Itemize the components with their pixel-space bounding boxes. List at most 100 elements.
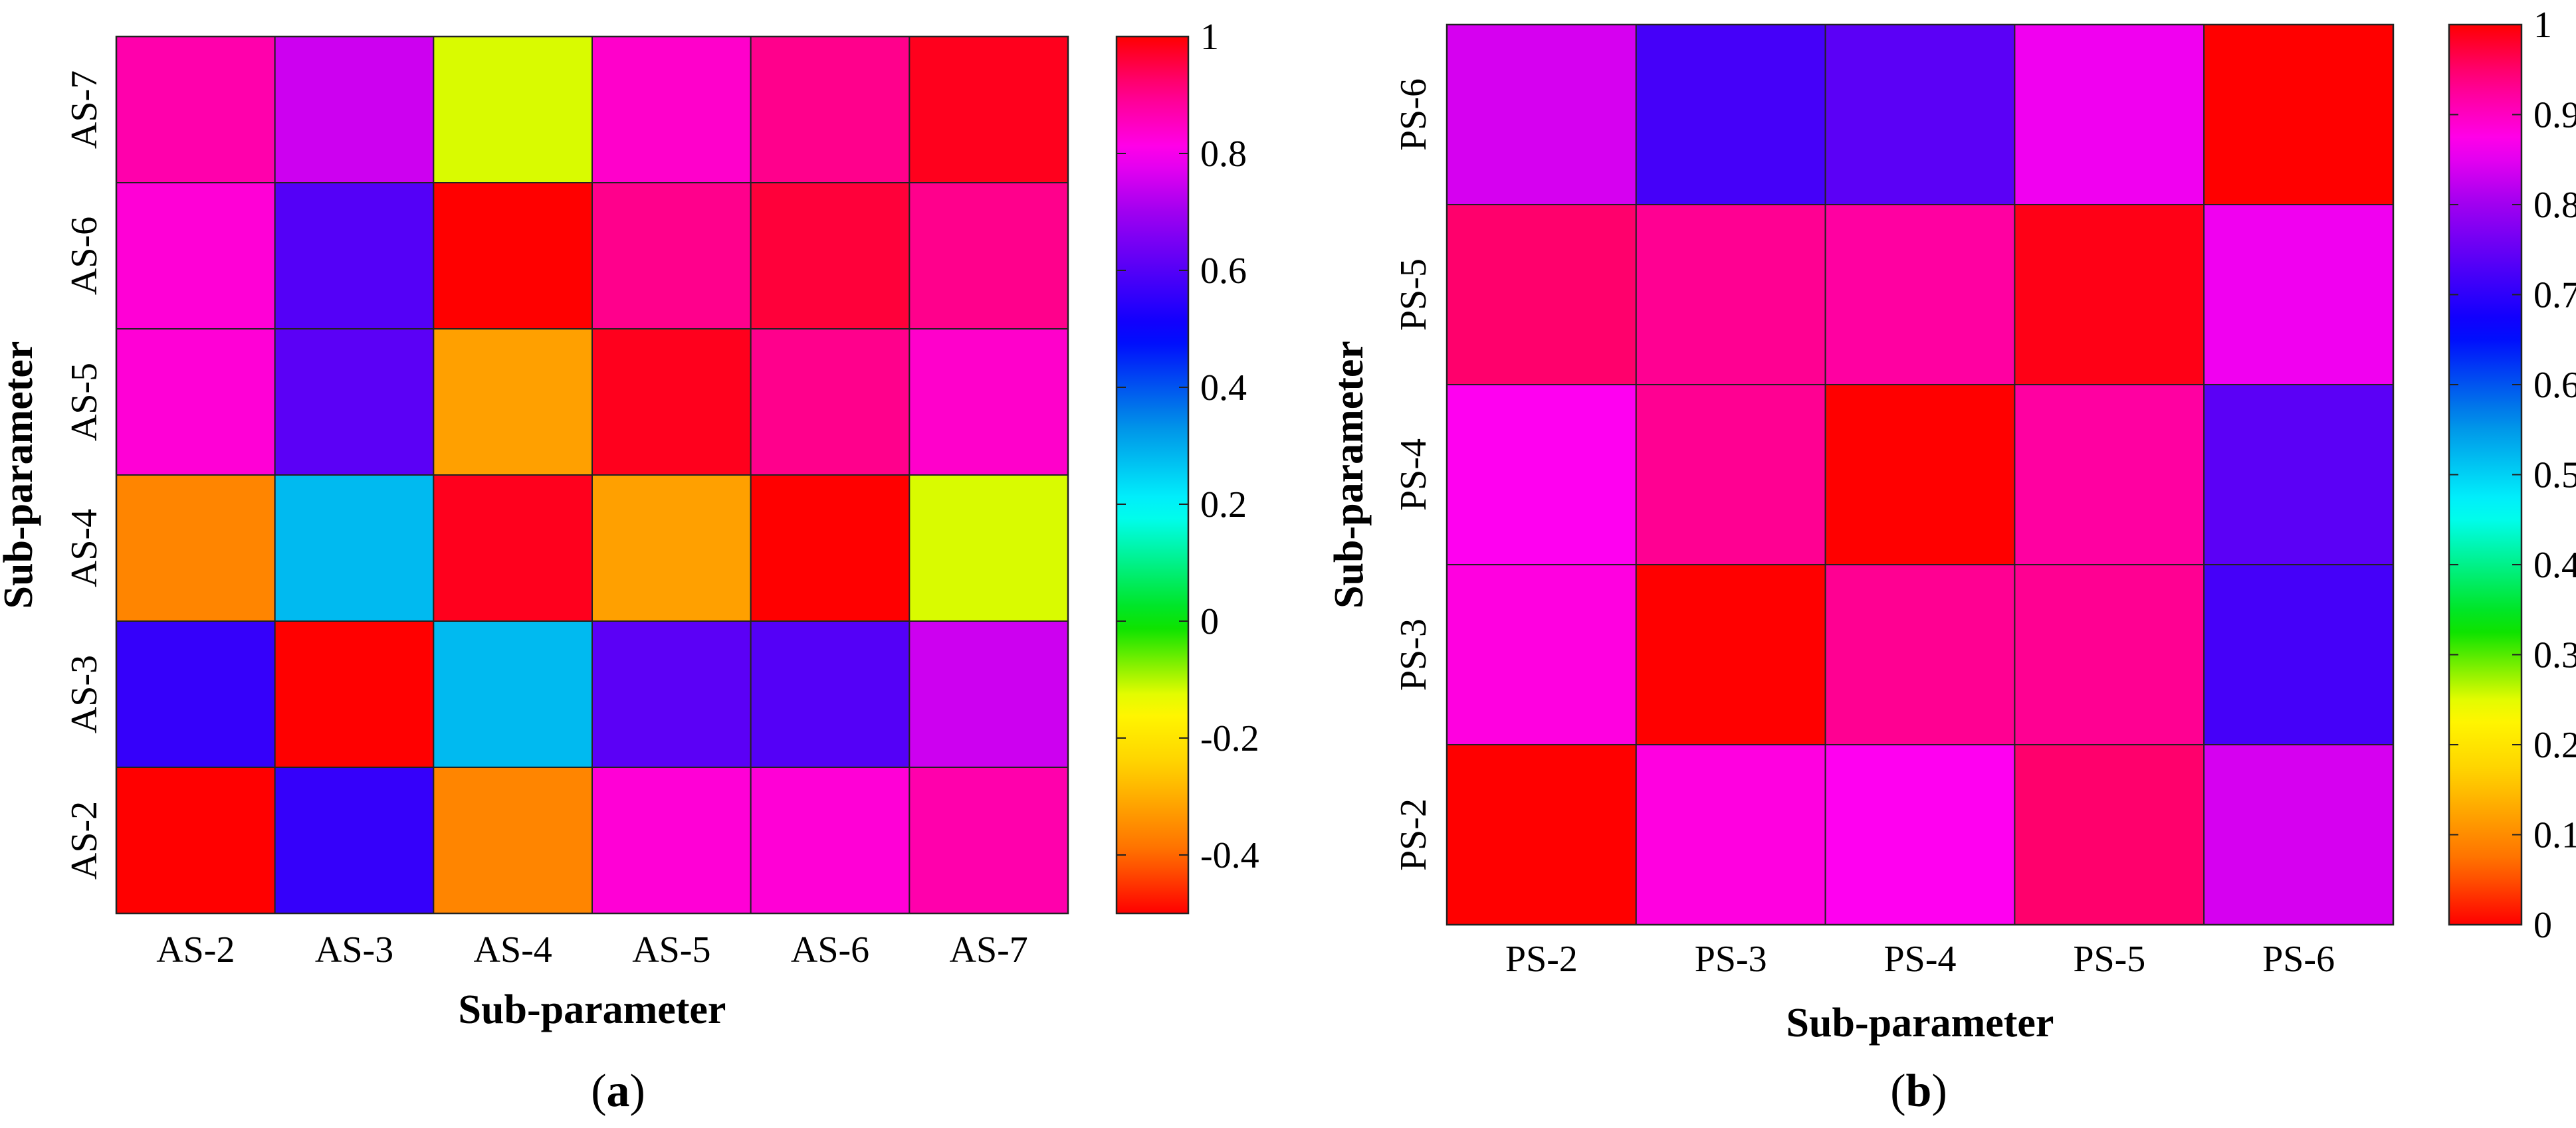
y-tick-label: AS-3 [64, 655, 105, 733]
heatmap-cell [1635, 24, 1826, 205]
heatmap-cell [116, 767, 276, 914]
colorbar-tick-label: 0 [1200, 601, 1219, 642]
panel-label-letter: a [607, 1066, 630, 1117]
heatmap-cell [2203, 204, 2394, 385]
panel-label-letter: b [1906, 1066, 1932, 1117]
colorbar-tick-label: 0 [2533, 905, 2552, 946]
heatmap-cell [1824, 24, 2016, 205]
colorbar-tick-label: 0.8 [1200, 134, 1247, 175]
heatmap-cell [274, 182, 435, 329]
heatmap-cell [591, 182, 752, 329]
x-axis-title: Sub-parameter [459, 987, 726, 1032]
heatmap-cell [2203, 564, 2394, 745]
heatmap-cell [591, 620, 752, 768]
x-tick-label: PS-5 [2073, 939, 2145, 980]
colorbar-tick-label: 1 [1200, 17, 1219, 58]
heatmap-cell [2014, 564, 2205, 745]
heatmap-cell [591, 328, 752, 476]
heatmap-cell [1635, 744, 1826, 925]
y-tick-label: PS-6 [1393, 78, 1434, 151]
y-tick-label: PS-2 [1393, 799, 1434, 871]
y-tick-label: AS-6 [64, 217, 105, 295]
colorbar-tick-label: 0.2 [1200, 484, 1247, 525]
heatmap-cell [1824, 744, 2016, 925]
x-tick-label: PS-3 [1695, 939, 1767, 980]
heatmap-cell [116, 328, 276, 476]
heatmap-cell [1824, 384, 2016, 565]
heatmap-cell [433, 620, 593, 768]
heatmap-cell [909, 767, 1069, 914]
heatmap-cell [274, 36, 435, 183]
heatmap-cell [274, 474, 435, 622]
heatmap-cell [1446, 204, 1637, 385]
heatmap-cell [2203, 744, 2394, 925]
heatmap-cell [591, 767, 752, 914]
heatmap-cell [274, 328, 435, 476]
plot-frame [115, 35, 1069, 915]
y-tick-label: AS-4 [64, 509, 105, 587]
heatmap-cell [909, 36, 1069, 183]
heatmap-cell [750, 36, 911, 183]
colorbar-tick-label: 0.4 [2533, 545, 2576, 586]
heatmap-cell [2014, 24, 2205, 205]
colorbar [1115, 35, 1190, 915]
heatmap-cell [433, 36, 593, 183]
heatmap-cell [433, 328, 593, 476]
heatmap-cell [2014, 384, 2205, 565]
heatmap-cell [909, 182, 1069, 329]
x-tick-label: AS-6 [791, 929, 869, 971]
heatmap-cell [750, 328, 911, 476]
y-tick-label: AS-7 [64, 70, 105, 149]
y-tick-label: PS-3 [1393, 618, 1434, 691]
x-tick-label: AS-2 [156, 929, 235, 971]
heatmap-cell [1824, 204, 2016, 385]
colorbar-tick-label: 0.6 [1200, 250, 1247, 292]
panel-label: (b) [1890, 1066, 1947, 1117]
heatmap-cell [1635, 204, 1826, 385]
x-tick-label: PS-4 [1884, 939, 1957, 980]
heatmap-cell [909, 620, 1069, 768]
colorbar-tick-label: 0.3 [2533, 635, 2576, 676]
y-tick-label: AS-2 [64, 801, 105, 880]
heatmap-cell [750, 474, 911, 622]
x-axis-title: Sub-parameter [1786, 1000, 2054, 1046]
x-tick-label: AS-7 [950, 929, 1028, 971]
heatmap-cell [2014, 204, 2205, 385]
heatmap-cell [591, 474, 752, 622]
heatmap-cell [1446, 564, 1637, 745]
heatmap-cell [433, 767, 593, 914]
heatmap-cell [116, 182, 276, 329]
heatmap-cell [591, 36, 752, 183]
heatmap-cell [433, 474, 593, 622]
heatmap-cell [750, 620, 911, 768]
y-tick-label: PS-4 [1393, 438, 1434, 511]
heatmap-cell [1446, 744, 1637, 925]
panel-label-open-paren: ( [1890, 1066, 1905, 1117]
colorbar-tick-label: -0.2 [1200, 718, 1259, 759]
heatmap-cell [750, 767, 911, 914]
colorbar-tick-label: 0.4 [1200, 367, 1247, 409]
colorbar-tick-label: 0.9 [2533, 95, 2576, 136]
heatmap-cell [1446, 24, 1637, 205]
panel-label: (a) [591, 1066, 645, 1117]
colorbar-tick-label: -0.4 [1200, 835, 1259, 876]
colorbar-tick-label: 0.5 [2533, 455, 2576, 496]
panel-label-close-paren: ) [1931, 1066, 1947, 1117]
y-axis-title: Sub-parameter [1327, 341, 1372, 609]
heatmap-cell [433, 182, 593, 329]
colorbar-tick-label: 0.2 [2533, 725, 2576, 766]
plot-frame [1446, 23, 2395, 926]
y-tick-label: AS-5 [64, 363, 105, 441]
heatmap-cell [2014, 744, 2205, 925]
colorbar-tick-label: 0.6 [2533, 365, 2576, 406]
heatmap-cell [274, 767, 435, 914]
y-tick-label: PS-5 [1393, 258, 1434, 331]
x-tick-label: AS-4 [474, 929, 552, 971]
heatmap-cell [2203, 24, 2394, 205]
x-tick-label: AS-3 [315, 929, 393, 971]
x-tick-label: PS-6 [2262, 939, 2335, 980]
colorbar [2448, 23, 2523, 926]
panel-label-open-paren: ( [591, 1066, 606, 1117]
